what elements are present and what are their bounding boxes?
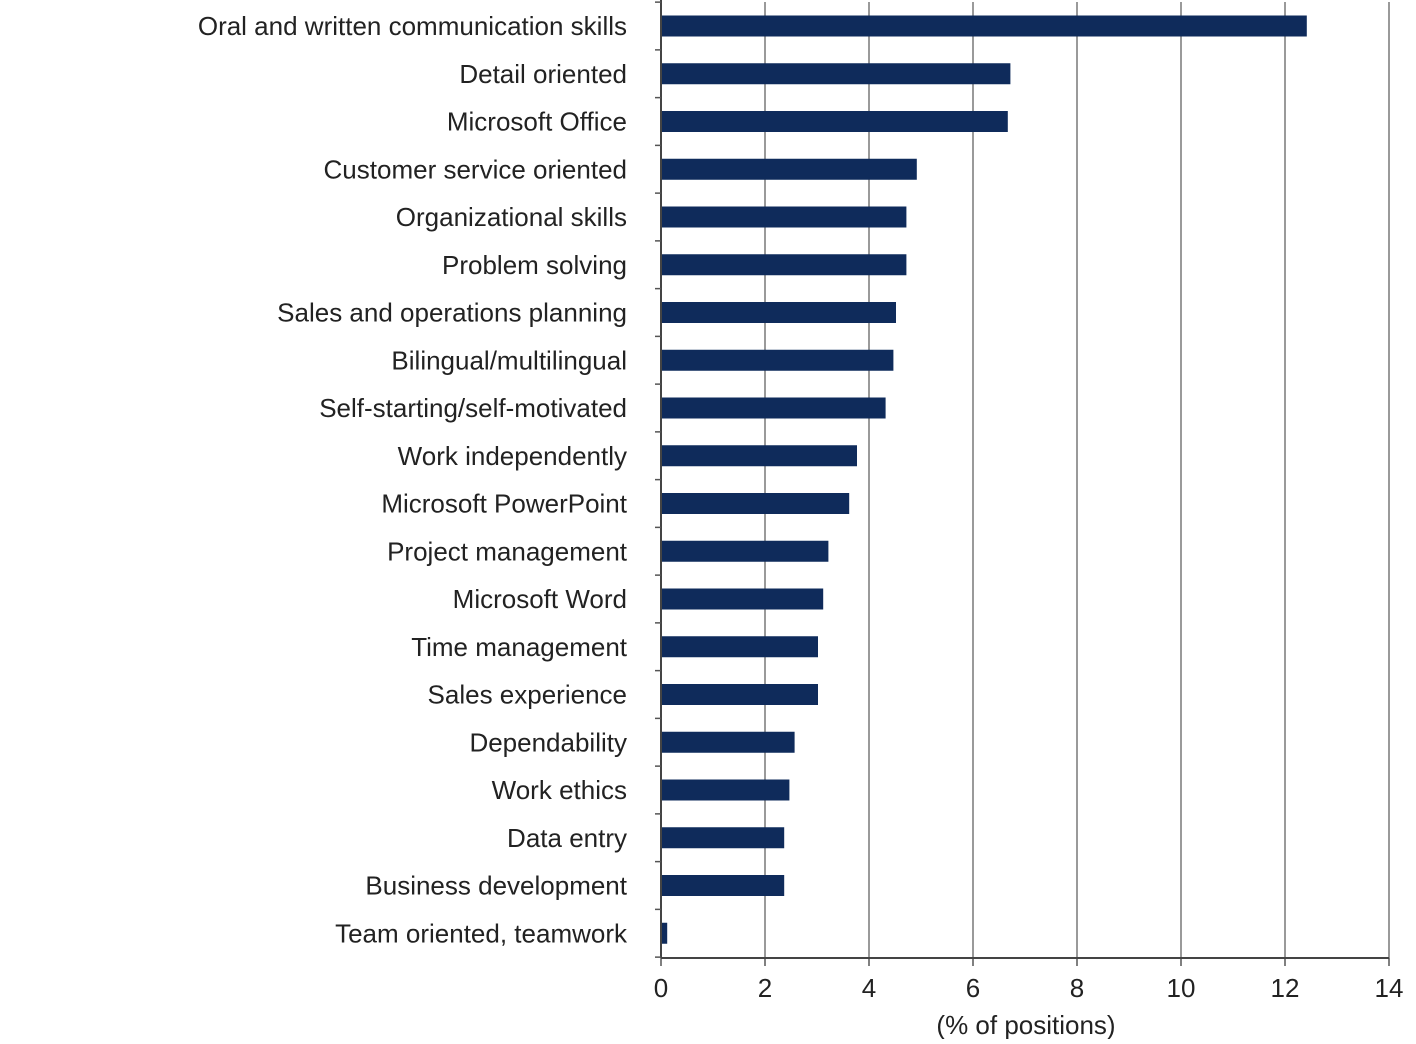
bar — [662, 827, 785, 849]
category-label: Microsoft Word — [453, 584, 627, 614]
category-label: Dependability — [469, 727, 627, 757]
category-label: Work ethics — [492, 775, 627, 805]
bar — [662, 15, 1307, 37]
bar — [662, 588, 824, 610]
x-tick-label: 2 — [758, 973, 772, 1003]
bar — [662, 779, 790, 801]
bar — [662, 731, 795, 753]
category-labels: Oral and written communication skills Det… — [198, 11, 628, 948]
bar — [662, 254, 907, 276]
bar — [662, 540, 829, 562]
bar — [662, 493, 850, 514]
bar — [662, 111, 1008, 132]
bar — [662, 922, 668, 944]
category-label: Self-starting/self-motivated — [319, 393, 627, 423]
category-label: Data entry — [507, 823, 627, 853]
bar — [662, 875, 785, 896]
category-label: Time management — [411, 632, 628, 662]
x-tick-label: 10 — [1167, 973, 1196, 1003]
category-label: Project management — [387, 536, 628, 566]
category-label: Work independently — [398, 441, 627, 471]
category-label: Microsoft Office — [447, 107, 627, 137]
category-label: Sales and operations planning — [277, 298, 627, 328]
axes — [655, 0, 1390, 966]
bar — [662, 349, 894, 371]
bar — [662, 445, 857, 467]
bar — [662, 636, 818, 658]
category-label: Business development — [365, 871, 627, 901]
bar — [662, 684, 818, 705]
category-label: Sales experience — [428, 680, 627, 710]
x-tick-label: 6 — [966, 973, 980, 1003]
category-label: Microsoft PowerPoint — [381, 489, 627, 519]
bar — [662, 63, 1011, 85]
bar — [662, 302, 896, 323]
grid-lines — [764, 2, 1390, 958]
bar — [662, 206, 907, 228]
category-label: Bilingual/multilingual — [391, 345, 627, 375]
x-tick-labels: 0 2 4 6 8 10 12 14 — [654, 973, 1404, 1003]
x-tick-label: 0 — [654, 973, 668, 1003]
x-axis-title: (% of positions) — [936, 1010, 1115, 1039]
x-tick-label: 14 — [1375, 973, 1404, 1003]
category-label: Customer service oriented — [324, 154, 627, 184]
x-tick-label: 8 — [1070, 973, 1084, 1003]
category-label: Team oriented, teamwork — [335, 918, 628, 948]
bars — [662, 15, 1307, 944]
category-label: Detail oriented — [459, 59, 627, 89]
category-label: Organizational skills — [396, 202, 627, 232]
x-tick-label: 4 — [862, 973, 876, 1003]
x-tick-label: 12 — [1271, 973, 1300, 1003]
category-label: Oral and written communication skills — [198, 11, 627, 41]
category-label: Problem solving — [442, 250, 627, 280]
bar — [662, 397, 886, 419]
bar — [662, 158, 917, 180]
